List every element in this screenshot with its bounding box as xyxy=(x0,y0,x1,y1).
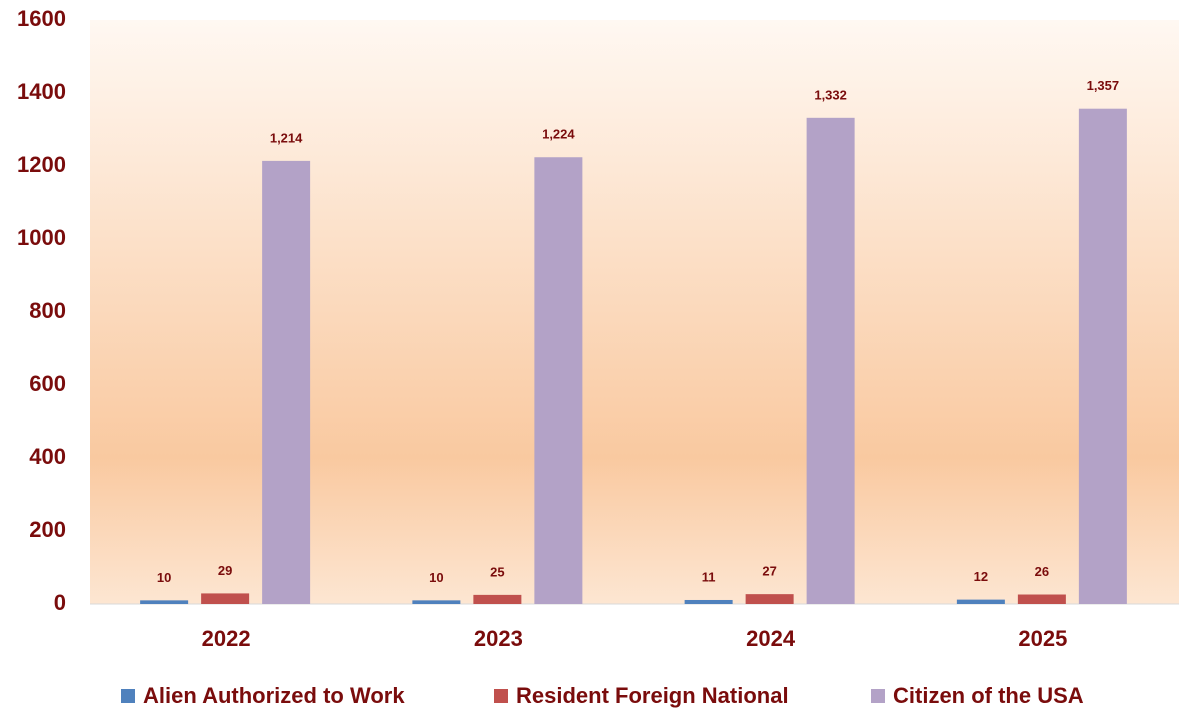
x-tick-label: 2023 xyxy=(474,626,523,651)
bar xyxy=(473,594,522,604)
bar xyxy=(684,599,733,604)
legend-swatch xyxy=(121,689,135,703)
x-tick-label: 2024 xyxy=(746,626,796,651)
data-label: 26 xyxy=(1035,564,1049,579)
y-tick-label: 1600 xyxy=(17,6,66,31)
bar xyxy=(806,117,855,604)
bar xyxy=(956,599,1005,604)
y-tick-label: 1400 xyxy=(17,79,66,104)
data-label: 25 xyxy=(490,564,504,579)
data-label: 1,214 xyxy=(270,130,303,145)
plot-area xyxy=(90,20,1179,604)
y-tick-label: 200 xyxy=(29,517,66,542)
data-label: 11 xyxy=(702,569,716,584)
y-tick-label: 800 xyxy=(29,298,66,323)
bar xyxy=(201,593,250,604)
data-label: 29 xyxy=(218,563,232,578)
x-tick-label: 2022 xyxy=(202,626,251,651)
bar xyxy=(1017,594,1066,604)
y-tick-label: 600 xyxy=(29,371,66,396)
legend-swatch xyxy=(494,689,508,703)
x-tick-label: 2025 xyxy=(1018,626,1067,651)
legend-label: Citizen of the USA xyxy=(893,683,1084,708)
y-tick-label: 1200 xyxy=(17,152,66,177)
y-tick-label: 1000 xyxy=(17,225,66,250)
data-label: 10 xyxy=(157,570,171,585)
bar xyxy=(262,160,311,604)
bar xyxy=(745,594,794,604)
bar xyxy=(412,600,461,604)
legend-label: Alien Authorized to Work xyxy=(143,683,405,708)
data-label: 1,357 xyxy=(1087,78,1120,93)
legend-swatch xyxy=(871,689,885,703)
y-tick-label: 0 xyxy=(54,590,66,615)
data-label: 10 xyxy=(429,570,443,585)
data-label: 27 xyxy=(762,564,776,579)
legend-label: Resident Foreign National xyxy=(516,683,789,708)
bar xyxy=(140,600,189,604)
data-label: 12 xyxy=(974,569,988,584)
data-label: 1,332 xyxy=(814,87,847,102)
bar xyxy=(1078,108,1127,604)
data-label: 1,224 xyxy=(542,127,575,142)
y-tick-label: 400 xyxy=(29,444,66,469)
bar xyxy=(534,157,583,605)
